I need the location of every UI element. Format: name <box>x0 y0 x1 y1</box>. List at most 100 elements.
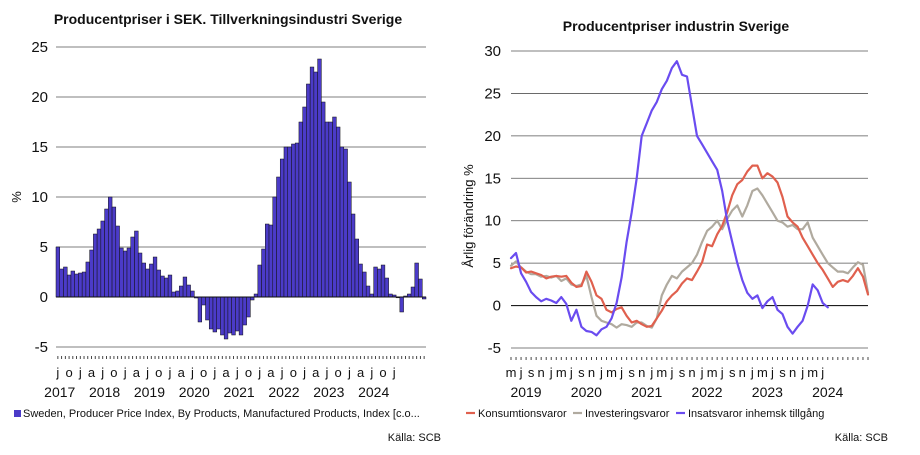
right-month-label: n <box>588 365 595 380</box>
left-month-label: o <box>155 365 162 380</box>
left-bar <box>175 290 180 298</box>
left-month-label: o <box>200 365 207 380</box>
right-legend-label: Investeringsvaror <box>585 408 670 420</box>
right-month-label: m <box>506 365 517 380</box>
left-bar <box>414 262 419 298</box>
right-month-label: j <box>649 365 653 380</box>
left-month-label: j <box>145 365 149 380</box>
left-month-label: o <box>290 365 297 380</box>
right-year-label: 2023 <box>752 384 783 400</box>
left-year-label: 2024 <box>358 384 389 400</box>
left-bar <box>294 142 300 298</box>
left-bar <box>55 246 60 298</box>
left-bar <box>339 146 345 298</box>
left-bar <box>362 271 367 298</box>
left-bar <box>119 247 124 298</box>
left-source-text: Källa: SCB <box>388 432 441 444</box>
left-bar <box>227 296 232 334</box>
left-bar <box>261 248 266 298</box>
right-month-label: n <box>638 365 645 380</box>
left-bar <box>321 101 326 298</box>
left-y-tick-label: 5 <box>40 239 48 256</box>
left-bar <box>137 252 143 298</box>
left-bar <box>141 262 146 298</box>
left-bar <box>358 263 363 298</box>
left-month-label: j <box>78 365 82 380</box>
left-bar <box>343 148 348 298</box>
left-bar <box>74 273 79 298</box>
right-year-label: 2020 <box>571 384 602 400</box>
left-bar <box>81 271 87 298</box>
left-y-tick-label: 15 <box>31 139 48 156</box>
left-bar <box>257 264 262 298</box>
left-month-label: j <box>280 365 284 380</box>
left-month-label: j <box>325 365 329 380</box>
left-bar <box>399 296 404 313</box>
right-month-label: j <box>750 365 754 380</box>
right-month-label: j <box>770 365 774 380</box>
left-month-label: a <box>267 365 275 380</box>
left-month-label: o <box>65 365 72 380</box>
left-bar <box>66 274 72 298</box>
right-month-label: j <box>820 365 824 380</box>
left-bar <box>104 208 109 298</box>
left-bar <box>171 291 176 298</box>
right-legend-label: Konsumtionsvaror <box>478 408 567 420</box>
right-month-label: m <box>606 365 617 380</box>
right-month-label: j <box>519 365 523 380</box>
left-bar <box>265 223 270 298</box>
left-bar <box>197 296 203 323</box>
left-chart-y-ticks: 25 20 15 10 5 0 -5 <box>31 39 48 356</box>
left-month-label: o <box>379 365 386 380</box>
left-bar <box>100 220 105 298</box>
left-legend-swatch <box>14 410 21 417</box>
left-bar <box>410 286 416 298</box>
left-month-label: a <box>133 365 141 380</box>
left-bar <box>309 66 315 298</box>
right-month-label: j <box>549 365 553 380</box>
left-month-label: j <box>347 365 351 380</box>
left-month-label: o <box>245 365 252 380</box>
left-bar <box>70 270 75 298</box>
left-month-label: j <box>212 365 216 380</box>
left-bar <box>336 126 341 298</box>
right-chart-legend: Konsumtionsvaror Investeringsvaror Insatsv… <box>466 408 824 420</box>
left-bar <box>328 121 333 298</box>
right-year-label: 2021 <box>631 384 662 400</box>
left-bar <box>317 58 322 298</box>
left-bar <box>123 250 128 298</box>
left-bar <box>223 296 229 340</box>
left-bar <box>182 276 188 298</box>
left-bar <box>283 146 288 298</box>
left-bar <box>365 285 371 298</box>
left-bar <box>313 71 318 298</box>
left-bar <box>160 275 165 298</box>
left-month-label: a <box>312 365 320 380</box>
left-bar <box>377 268 382 298</box>
right-y-tick-label: -5 <box>488 340 501 357</box>
left-month-label: j <box>235 365 239 380</box>
left-bar <box>179 285 184 298</box>
left-y-tick-label: 20 <box>31 89 48 106</box>
left-bar <box>384 277 389 298</box>
left-bar <box>89 249 94 298</box>
left-year-label: 2018 <box>89 384 120 400</box>
right-legend-label: Insatsvaror inhemsk tillgång <box>688 408 824 420</box>
left-year-label: 2022 <box>268 384 299 400</box>
left-bar <box>164 277 169 298</box>
left-bar <box>246 296 251 318</box>
left-bar <box>115 225 120 298</box>
right-month-label: n <box>538 365 545 380</box>
left-year-label: 2017 <box>44 384 75 400</box>
right-month-label: s <box>528 365 535 380</box>
right-month-label: m <box>757 365 768 380</box>
left-month-label: j <box>369 365 373 380</box>
left-month-label: j <box>168 365 172 380</box>
left-bar <box>186 284 191 298</box>
left-bar <box>418 278 423 298</box>
right-year-label: 2022 <box>691 384 722 400</box>
left-month-label: j <box>392 365 396 380</box>
left-bar <box>373 266 378 298</box>
left-bar <box>235 296 240 332</box>
right-y-tick-label: 5 <box>493 255 501 272</box>
